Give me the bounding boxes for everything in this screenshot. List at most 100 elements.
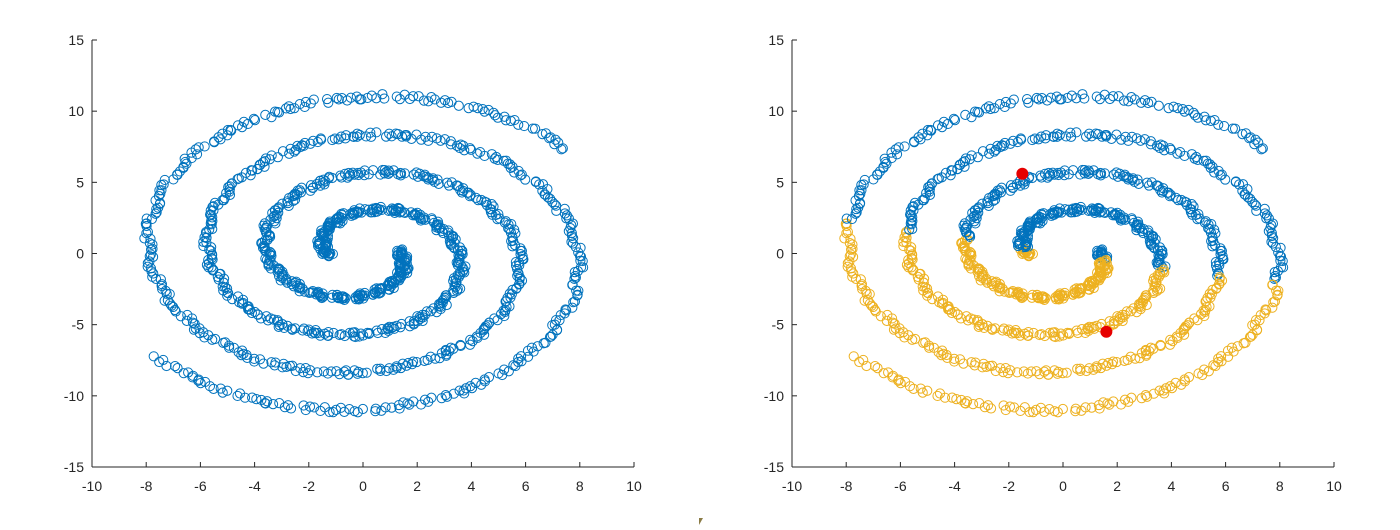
data-point [893, 374, 904, 385]
data-point [888, 324, 900, 335]
data-point [295, 187, 306, 198]
data-point [1151, 277, 1162, 288]
centroid-point [1100, 325, 1113, 338]
data-point [1139, 134, 1150, 145]
data-point [223, 340, 235, 351]
data-point [479, 374, 490, 385]
data-point [918, 337, 929, 348]
data-point [1145, 139, 1156, 150]
data-point [925, 124, 936, 136]
data-point [151, 203, 162, 215]
data-point [1134, 301, 1145, 312]
data-point [467, 336, 478, 347]
data-point [1080, 131, 1092, 142]
data-point [547, 196, 558, 208]
data-point [1018, 366, 1030, 377]
data-point [973, 321, 984, 332]
data-point [1054, 129, 1065, 141]
data-point [1176, 194, 1187, 206]
data-point [317, 288, 328, 299]
data-point [219, 193, 230, 204]
data-point [199, 141, 210, 152]
data-point [142, 226, 153, 238]
data-point [854, 356, 865, 368]
data-point [966, 112, 977, 123]
data-point [142, 261, 153, 272]
data-point [573, 285, 584, 296]
data-point [273, 207, 284, 218]
data-point [338, 293, 349, 304]
data-point [260, 109, 271, 120]
data-point [335, 402, 346, 413]
data-point [290, 323, 301, 334]
data-point [200, 227, 212, 238]
data-point [996, 140, 1008, 151]
data-point [943, 301, 954, 312]
data-point [423, 396, 434, 407]
data-point [1167, 336, 1178, 347]
data-point [183, 367, 194, 378]
data-point [1148, 287, 1159, 299]
data-point [928, 342, 940, 353]
data-point [331, 289, 343, 300]
data-point [404, 399, 415, 410]
data-point [243, 301, 254, 312]
data-point [886, 152, 897, 164]
y-tick-label: -15 [64, 459, 84, 475]
data-point [1267, 238, 1279, 249]
data-point [1137, 225, 1148, 237]
data-point [156, 185, 167, 196]
data-point [1040, 130, 1052, 141]
data-point [522, 345, 534, 356]
data-point [966, 357, 977, 368]
data-point [859, 174, 870, 186]
data-point [858, 179, 869, 190]
data-point [425, 306, 436, 317]
data-point [232, 390, 243, 402]
data-point [458, 140, 469, 151]
data-point [191, 149, 203, 160]
data-point [205, 245, 216, 256]
data-point [391, 91, 402, 102]
data-point [259, 218, 270, 229]
data-point [1010, 328, 1021, 339]
x-tick-label: -8 [840, 478, 853, 494]
data-point [434, 301, 445, 312]
data-point [1128, 303, 1139, 314]
y-tick-label: 0 [76, 246, 84, 262]
data-point [408, 396, 419, 407]
data-point [550, 134, 561, 145]
data-point [439, 134, 450, 145]
data-point [371, 127, 382, 138]
data-point [1265, 223, 1276, 234]
data-point [168, 301, 179, 313]
data-point [430, 353, 441, 364]
data-point [1275, 251, 1287, 262]
data-point [340, 130, 352, 141]
data-point [339, 366, 350, 377]
data-point [1005, 138, 1016, 149]
data-point [1229, 123, 1241, 134]
data-point [218, 337, 229, 348]
data-point [408, 91, 419, 102]
data-point [1165, 144, 1177, 155]
data-point [1136, 393, 1147, 404]
data-point [157, 283, 168, 295]
data-point [148, 351, 159, 362]
data-point [370, 288, 381, 299]
data-point [363, 204, 374, 215]
data-point [1053, 294, 1064, 305]
data-point [1250, 314, 1262, 326]
data-point [1164, 143, 1176, 154]
data-point [482, 320, 493, 331]
data-point [1273, 285, 1284, 296]
data-point [218, 277, 229, 288]
data-point [1205, 227, 1217, 238]
data-point [1005, 185, 1016, 196]
data-point [302, 368, 314, 379]
data-point [308, 327, 320, 338]
data-point [148, 268, 159, 279]
data-point [1179, 374, 1190, 385]
data-point [1193, 208, 1204, 220]
data-point [966, 150, 977, 161]
